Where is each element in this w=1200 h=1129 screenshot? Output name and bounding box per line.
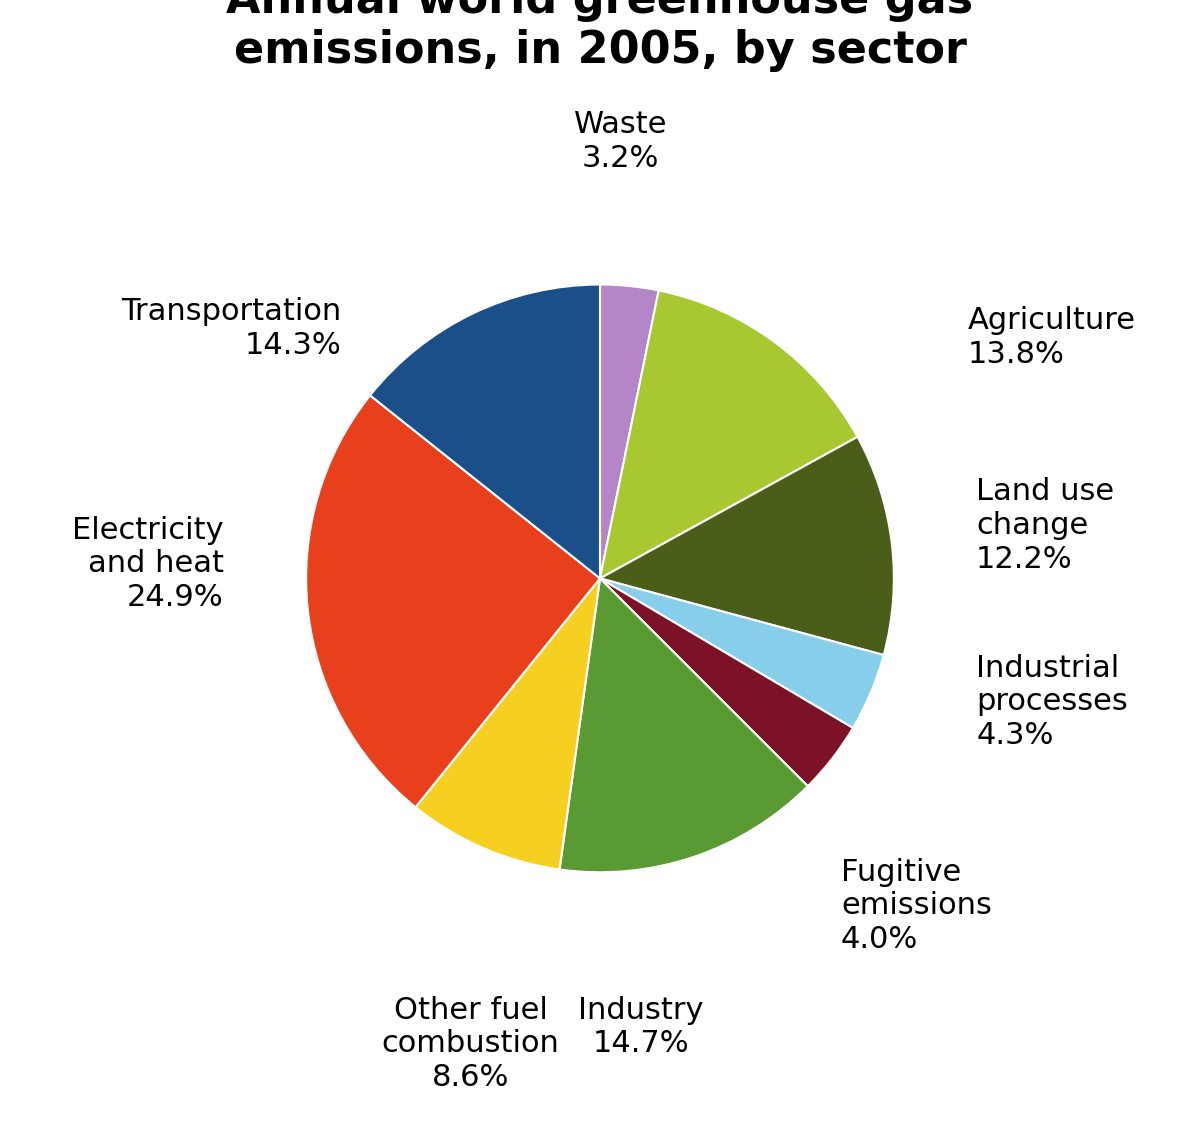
Wedge shape — [370, 285, 600, 578]
Text: Industrial
processes
4.3%: Industrial processes 4.3% — [976, 654, 1128, 750]
Text: Agriculture
13.8%: Agriculture 13.8% — [967, 306, 1135, 369]
Wedge shape — [306, 395, 600, 807]
Text: Fugitive
emissions
4.0%: Fugitive emissions 4.0% — [841, 858, 992, 954]
Wedge shape — [559, 578, 808, 873]
Text: Electricity
and heat
24.9%: Electricity and heat 24.9% — [72, 516, 224, 612]
Wedge shape — [415, 578, 600, 869]
Text: Land use
change
12.2%: Land use change 12.2% — [976, 478, 1115, 574]
Wedge shape — [600, 437, 894, 655]
Wedge shape — [600, 290, 858, 578]
Wedge shape — [600, 578, 883, 728]
Text: Other fuel
combustion
8.6%: Other fuel combustion 8.6% — [382, 996, 559, 1092]
Text: Industry
14.7%: Industry 14.7% — [578, 996, 704, 1058]
Wedge shape — [600, 285, 659, 578]
Text: Waste
3.2%: Waste 3.2% — [574, 111, 667, 173]
Wedge shape — [600, 578, 853, 786]
Title: Annual world greenhouse gas
emissions, in 2005, by sector: Annual world greenhouse gas emissions, i… — [227, 0, 973, 72]
Text: Transportation
14.3%: Transportation 14.3% — [121, 297, 341, 360]
